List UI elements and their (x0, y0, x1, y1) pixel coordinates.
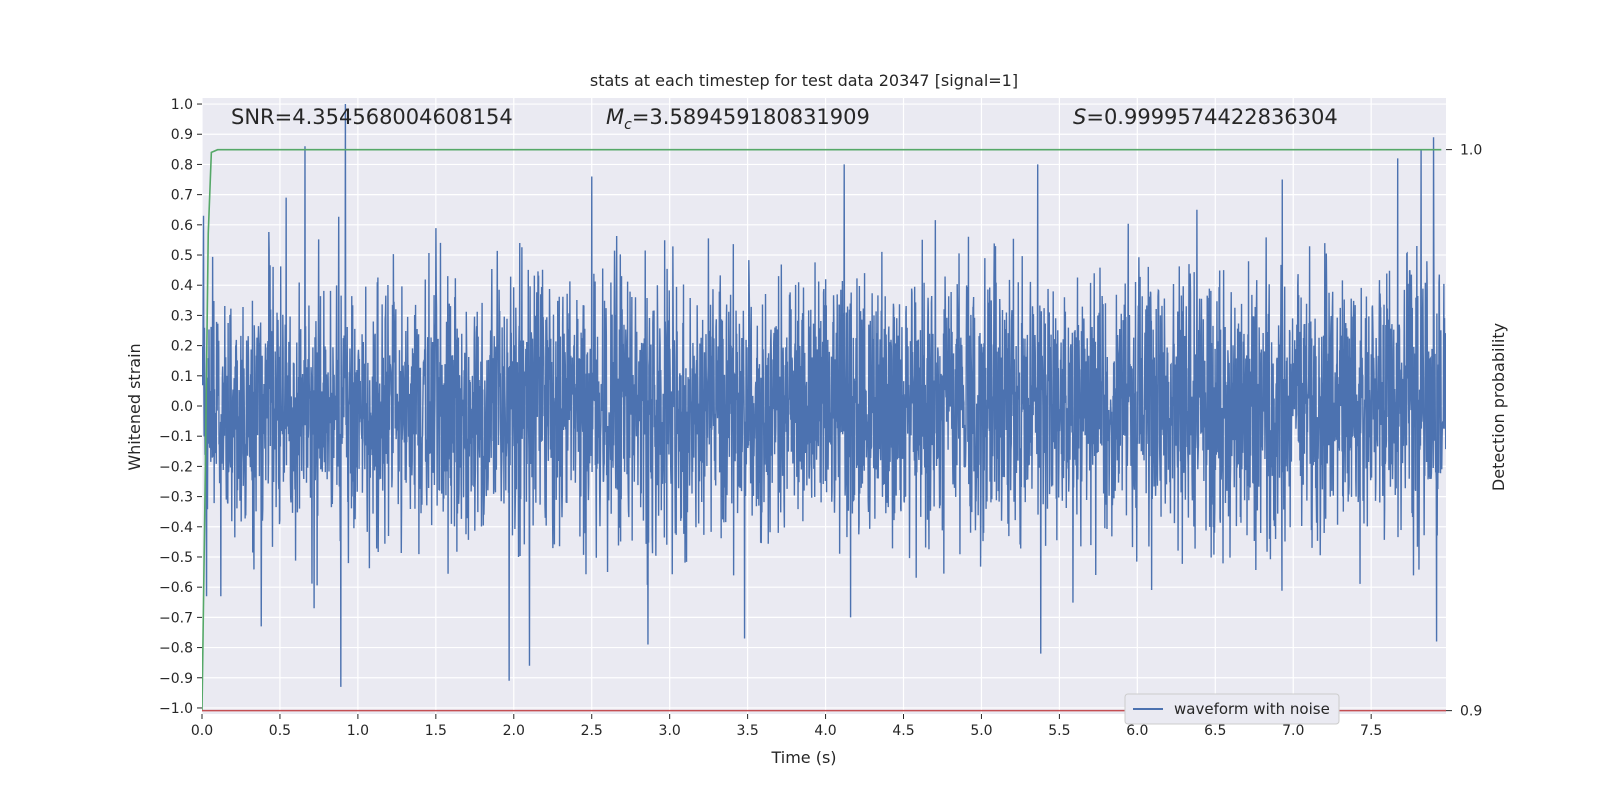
y-tick-label: −0.3 (159, 490, 193, 506)
y-tick-label: −0.8 (159, 641, 193, 657)
mc-subscript: c (624, 117, 632, 133)
s-symbol: S (1073, 105, 1086, 129)
x-tick-label: 4.5 (892, 723, 914, 739)
y-tick-label: −0.9 (159, 671, 193, 687)
snr-label: SNR=4.354568004608154 (231, 105, 513, 129)
x-tick-label: 6.0 (1126, 723, 1148, 739)
x-tick-label: 5.0 (970, 723, 992, 739)
x-tick-label: 1.0 (347, 723, 369, 739)
y2-tick-label: 0.9 (1460, 704, 1482, 720)
s-label: S=0.9999574422836304 (1073, 105, 1338, 129)
x-tick-label: 2.0 (503, 723, 525, 739)
y-tick-label: 0.8 (171, 157, 193, 173)
y-tick-label: 0.6 (171, 218, 193, 234)
y-tick-label: 1.0 (171, 97, 193, 113)
mc-label: Mc=3.589459180831909 (606, 105, 870, 133)
x-tick-label: 7.0 (1282, 723, 1304, 739)
y-tick-label: −0.7 (159, 610, 193, 626)
axes-layer: 0.0 0.5 1.0 1.5 2.0 2.5 3.0 3.5 4.0 4.5 5.0 5.5 6.0 6… (159, 97, 1482, 739)
x-tick-label: 0.5 (269, 723, 291, 739)
y-tick-label: 0.7 (171, 188, 193, 204)
x-tick-label: 1.5 (425, 723, 447, 739)
x-axis-label: Time (s) (770, 748, 836, 767)
x-tick-label: 3.0 (659, 723, 681, 739)
legend-entry-waveform: waveform with noise (1174, 700, 1330, 718)
x-tick-label: 6.5 (1204, 723, 1226, 739)
chart-title: stats at each timestep for test data 203… (590, 71, 1018, 90)
y-tick-label: 0.1 (171, 369, 193, 385)
x-tick-label: 7.5 (1360, 723, 1382, 739)
series-waveform-with-noise (202, 104, 1446, 687)
x-tick-label: 4.0 (814, 723, 836, 739)
y-tick-label: 0.3 (171, 308, 193, 324)
x-tick-label: 0.0 (191, 723, 213, 739)
mc-value: =3.589459180831909 (632, 105, 870, 129)
y-tick-label: −0.5 (159, 550, 193, 566)
plot-area (201, 98, 1446, 714)
y-tick-label: 0.5 (171, 248, 193, 264)
legend: waveform with noise (1124, 693, 1340, 725)
x-tick-label: 3.5 (736, 723, 758, 739)
y-axis-label: Whitened strain (125, 343, 144, 470)
y-tick-label: −0.4 (159, 520, 193, 536)
y2-tick-label: 1.0 (1460, 143, 1482, 159)
y-tick-label: 0.4 (171, 278, 193, 294)
mc-symbol: M (606, 105, 624, 129)
y-tick-label: −0.2 (159, 459, 193, 475)
x-tick-label: 2.5 (581, 723, 603, 739)
y2-axis-label: Detection probability (1489, 323, 1508, 491)
y-tick-label: −0.6 (159, 580, 193, 596)
y-tick-label: 0.9 (171, 127, 193, 143)
annotation-s: S=0.9999574422836304 (1073, 105, 1338, 129)
y-tick-label: −1.0 (159, 701, 193, 717)
legend-box (1124, 693, 1340, 725)
annotation-snr: SNR=4.354568004608154 (231, 105, 513, 129)
annotation-mc: Mc=3.589459180831909 (606, 105, 870, 133)
y-tick-label: 0.2 (171, 339, 193, 355)
x-tick-label: 5.5 (1048, 723, 1070, 739)
series-detection-probability (202, 148, 1442, 712)
y-tick-label: −0.1 (159, 429, 193, 445)
y-tick-label: 0.0 (171, 399, 193, 415)
s-value: =0.9999574422836304 (1086, 105, 1337, 129)
